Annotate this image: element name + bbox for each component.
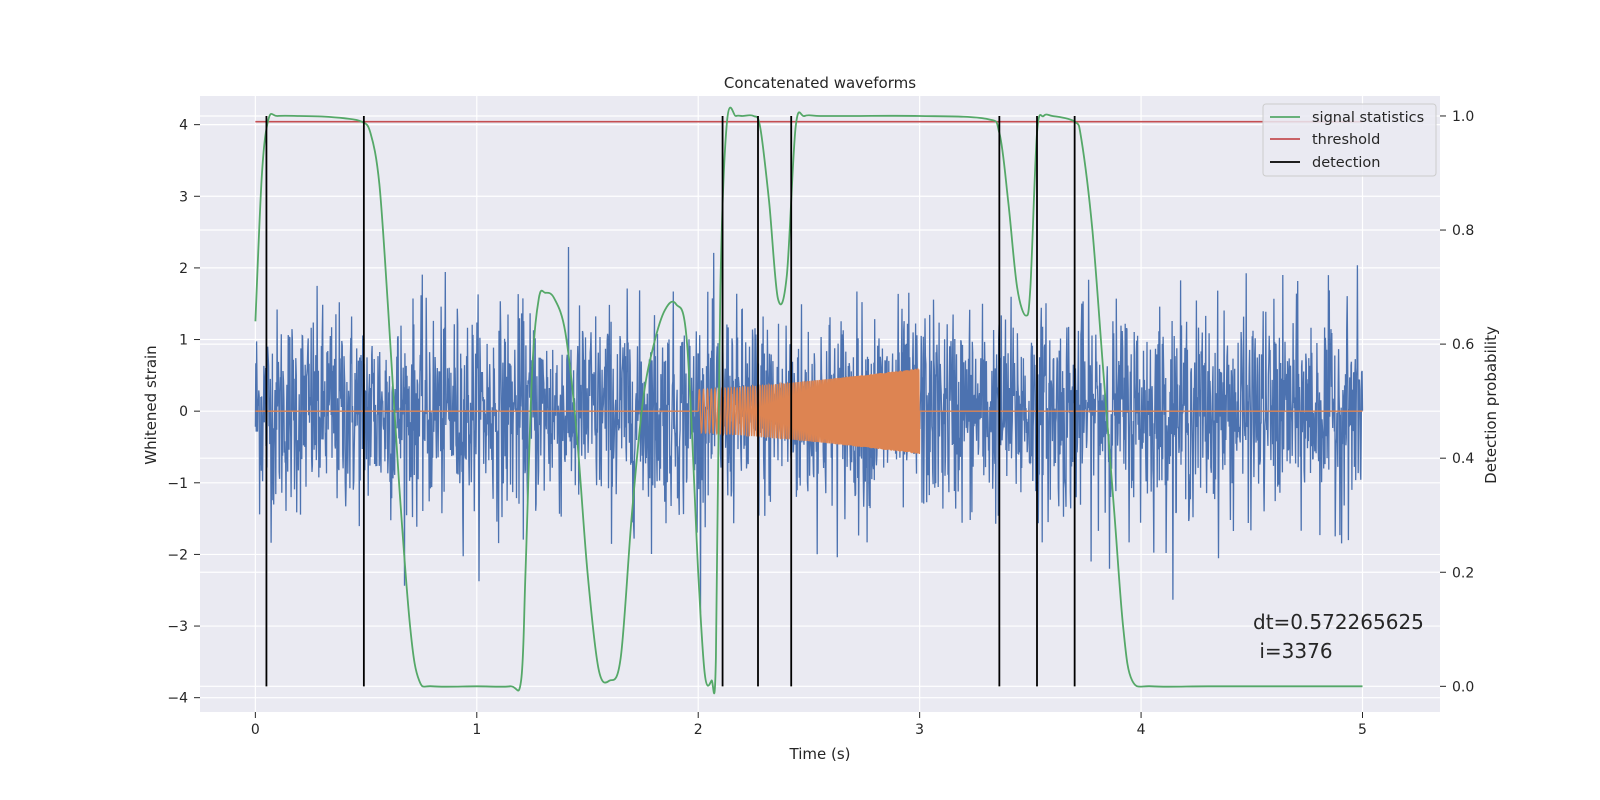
x-tick-label: 0 <box>251 722 260 738</box>
y-tick-label: 3 <box>179 189 188 205</box>
y-tick-label: 1 <box>179 333 188 349</box>
y-tick-label: −2 <box>167 547 188 563</box>
signal-statistics-line <box>254 106 1363 695</box>
legend-label-threshold: threshold <box>1312 132 1380 148</box>
x-tick-label: 4 <box>1137 722 1146 738</box>
x-axis-label: Time (s) <box>789 745 851 763</box>
x-tick-label: 2 <box>694 722 703 738</box>
legend: signal statistics threshold detection <box>1262 103 1437 177</box>
axes: 0 1 2 3 4 5 −4 −3 −2 −1 0 1 2 3 4 0.0 0.2 0.4 0.6 0.8 1.0 <box>167 109 1474 738</box>
legend-box <box>1262 103 1437 177</box>
y-tick-label-right: 0.8 <box>1452 223 1474 239</box>
y-tick-label: 2 <box>179 261 188 277</box>
template-chirp-line <box>255 368 1363 455</box>
y-tick-label: −3 <box>167 619 188 635</box>
y-tick-label-right: 1.0 <box>1452 109 1474 125</box>
x-tick-label: 3 <box>915 722 924 738</box>
y-tick-label-right: 0.4 <box>1452 451 1474 467</box>
y-axis-label-right: Detection probability <box>1482 326 1500 484</box>
data-layer <box>254 106 1364 695</box>
legend-label-detection: detection <box>1312 155 1380 171</box>
y-tick-label-right: 0.0 <box>1452 679 1474 695</box>
y-tick-label-right: 0.2 <box>1452 565 1474 581</box>
x-tick-label: 1 <box>472 722 481 738</box>
y-tick-label: −1 <box>167 476 188 492</box>
y-tick-label: 4 <box>179 118 188 134</box>
y-axis-label: Whitened strain <box>142 345 160 464</box>
annotation-dt: dt=0.572265625 <box>1253 610 1424 634</box>
chart-title: Concatenated waveforms <box>724 74 916 92</box>
y-tick-label: −4 <box>167 691 188 707</box>
x-tick-label: 5 <box>1358 722 1367 738</box>
y-tick-label-right: 0.6 <box>1452 337 1474 353</box>
annotation-index: i=3376 <box>1253 639 1333 663</box>
legend-label-signal-statistics: signal statistics <box>1312 110 1424 126</box>
y-tick-label: 0 <box>179 404 188 420</box>
